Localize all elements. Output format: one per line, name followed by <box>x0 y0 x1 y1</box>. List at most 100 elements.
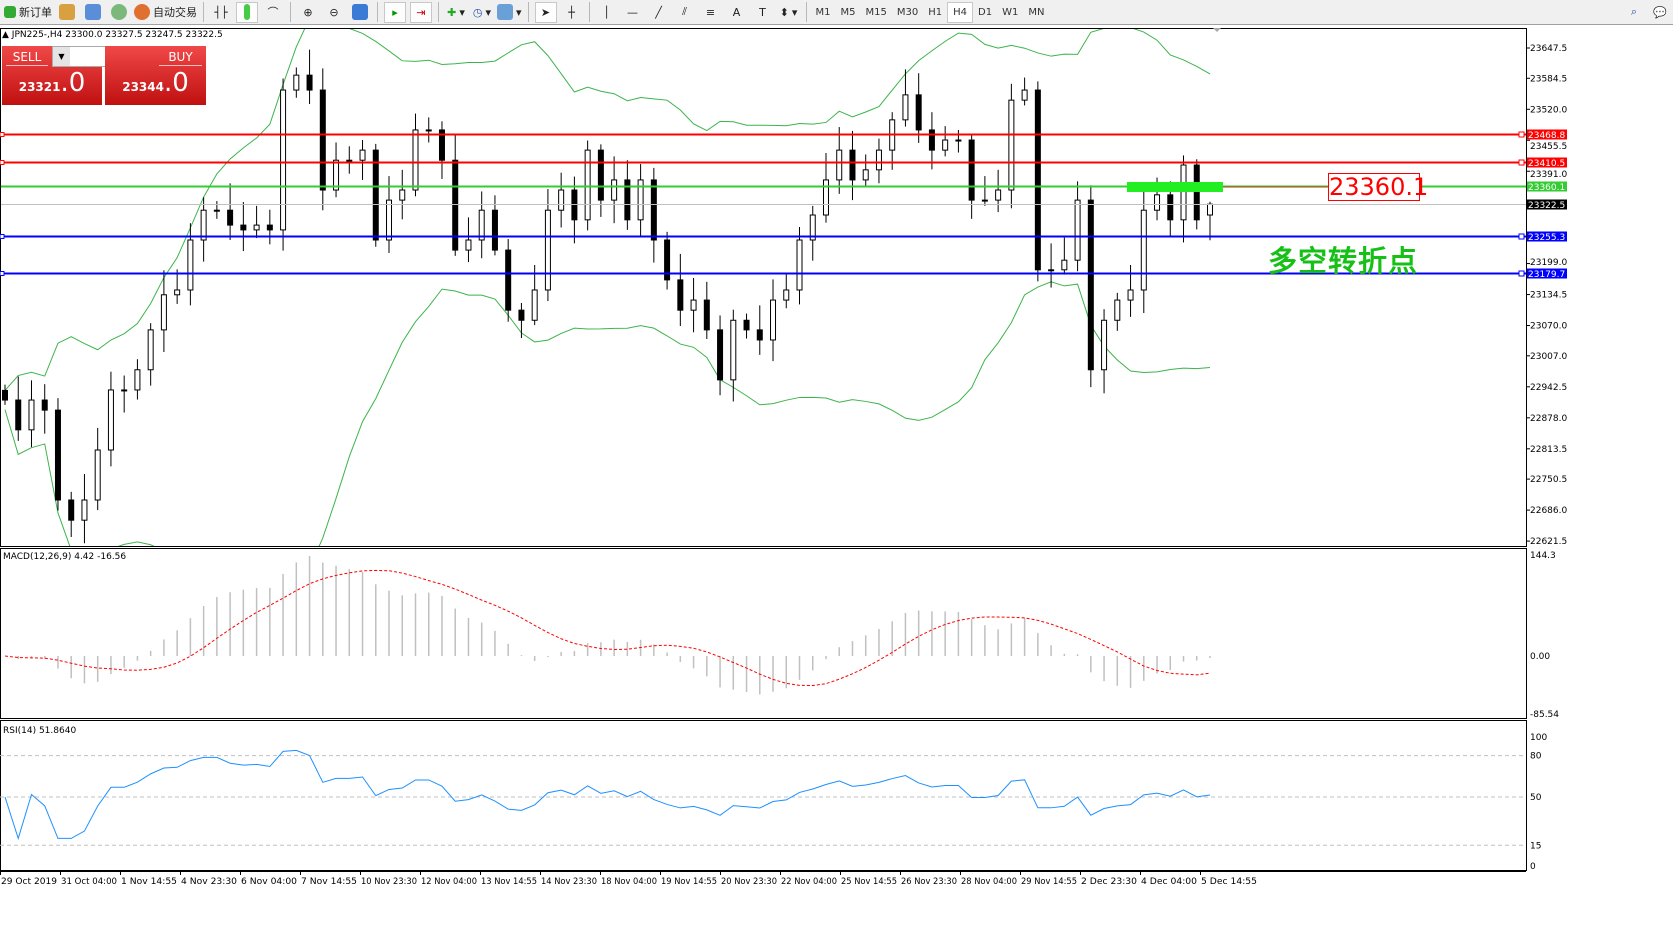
chart-shift-icon: ⇥ <box>416 5 426 19</box>
add-indicator-icon: ✚ <box>447 5 457 19</box>
candle-bear <box>597 149 604 201</box>
price-label-23179.7: 23179.7 <box>1528 270 1565 280</box>
line-anchor <box>1518 131 1525 138</box>
autoscroll-button[interactable]: ▸ <box>384 1 406 23</box>
time-label: 4 Nov 23:30 <box>181 877 237 887</box>
candlestick-button[interactable] <box>236 1 258 23</box>
candle-bear <box>15 399 22 431</box>
price-label-23410.5: 23410.5 <box>1528 159 1565 169</box>
rsi-pane <box>0 720 1527 871</box>
search-button[interactable]: ⌕ <box>1623 2 1645 23</box>
candle-bear <box>54 409 61 501</box>
tf-d1[interactable]: D1 <box>978 6 993 18</box>
green-zone-rectangle <box>1127 182 1223 192</box>
line-anchor <box>1518 233 1525 240</box>
chart-shift-button[interactable]: ⇥ <box>410 1 432 23</box>
time-label: 26 Nov 23:30 <box>901 877 957 887</box>
trendline-button[interactable]: ╱ <box>648 2 670 23</box>
dropdown-arrow-icon: ▾ <box>485 5 492 19</box>
tf-m30[interactable]: M30 <box>896 6 919 18</box>
candle-bull <box>611 179 618 201</box>
candlestick-icon <box>244 4 250 20</box>
zoom-out-icon: ⊖ <box>329 5 339 19</box>
tile-windows-button[interactable] <box>349 2 371 23</box>
candle-bull <box>981 199 988 202</box>
candle-bear <box>68 499 75 521</box>
candle-bull <box>584 149 591 221</box>
candle-bear <box>518 309 525 321</box>
bollinger-lower <box>4 281 1211 546</box>
equidistant-channel-button[interactable]: ⫽ <box>674 2 696 23</box>
tf-h1[interactable]: H1 <box>928 6 943 18</box>
candle-bear <box>2 389 8 401</box>
pivot-annotation-text[interactable]: 多空转折点 <box>1268 244 1419 278</box>
new-order-button[interactable]: 新订单 <box>4 2 52 23</box>
zoom-in-button[interactable]: ⊕ <box>297 2 319 23</box>
candle-bull <box>637 179 644 221</box>
signals-button[interactable] <box>108 2 130 23</box>
time-label: 4 Dec 04:00 <box>1141 877 1197 887</box>
tf-m5[interactable]: M5 <box>840 6 856 18</box>
candle-bull <box>399 189 406 201</box>
vertical-line-button[interactable]: │ <box>596 2 618 23</box>
line-anchor <box>1518 270 1525 277</box>
separator <box>588 2 590 22</box>
chart-shift-marker-icon <box>1213 28 1221 32</box>
tf-m15[interactable]: M15 <box>865 6 887 18</box>
lot-decrease-button[interactable]: ▼ <box>53 47 70 66</box>
tf-m1[interactable]: M1 <box>815 6 831 18</box>
data-window-button[interactable] <box>56 2 78 23</box>
chat-button[interactable]: 💬 <box>1649 2 1671 23</box>
text-button[interactable]: A <box>726 2 748 23</box>
indicators-button[interactable]: ✚ ▾ <box>445 2 467 23</box>
candle-bull <box>187 239 194 291</box>
candle-bull <box>955 139 962 142</box>
candle-bull <box>81 499 88 521</box>
candle-bear <box>1034 89 1041 271</box>
tf-w1[interactable]: W1 <box>1002 6 1019 18</box>
candle-bull <box>1008 99 1015 191</box>
sell-price: 23321 <box>18 80 61 94</box>
auto-trading-icon <box>134 4 150 20</box>
line-chart-icon: ⌒ <box>267 6 279 19</box>
collapse-arrow-icon[interactable]: ▲ <box>2 30 9 40</box>
time-label: 28 Nov 04:00 <box>961 877 1017 887</box>
templates-button[interactable]: ▾ <box>497 2 522 23</box>
text-label-button[interactable]: T <box>752 2 774 23</box>
tf-h4[interactable]: H4 <box>947 1 974 23</box>
price-annotation-label[interactable]: 23360.1 <box>1328 173 1429 201</box>
auto-trading-label: 自动交易 <box>153 6 197 19</box>
time-label: 31 Oct 04:00 <box>61 877 117 887</box>
horizontal-line-button[interactable]: — <box>622 2 644 23</box>
line-chart-button[interactable]: ⌒ <box>262 2 284 23</box>
arrows-button[interactable]: ⬍ ▾ <box>778 2 800 23</box>
candle-bear <box>703 299 710 331</box>
candle-bull <box>796 239 803 291</box>
cursor-button[interactable]: ➤ <box>534 1 557 23</box>
candle-bull <box>1180 164 1187 221</box>
sell-label: SELL <box>6 46 48 66</box>
candle-bull <box>1048 269 1055 272</box>
price-tick-label: 23007.0 <box>1530 352 1567 362</box>
new-order-label: 新订单 <box>19 6 52 19</box>
candle-bull <box>134 369 141 391</box>
navigator-button[interactable] <box>82 2 104 23</box>
crosshair-button[interactable]: ┼ <box>561 2 583 23</box>
buy-label: BUY <box>159 46 202 66</box>
buy-button[interactable]: BUY 23344.0 <box>105 46 206 105</box>
candle-bull <box>1021 89 1028 101</box>
channel-icon: ⫽ <box>682 5 687 18</box>
separator <box>438 2 439 22</box>
auto-trading-button[interactable]: 自动交易 <box>134 2 197 23</box>
candle-bear <box>650 179 657 241</box>
candle-bear <box>266 224 273 231</box>
bar-chart-button[interactable]: ┤├ <box>210 2 232 23</box>
periods-button[interactable]: ◷ ▾ <box>471 2 493 23</box>
candle-bear <box>227 209 234 226</box>
price-tick-label: 23584.5 <box>1530 74 1567 84</box>
tf-mn[interactable]: MN <box>1028 6 1045 18</box>
zoom-out-button[interactable]: ⊖ <box>323 2 345 23</box>
fibonacci-button[interactable]: ≡ <box>700 2 722 23</box>
price-label-bg <box>1527 181 1567 192</box>
